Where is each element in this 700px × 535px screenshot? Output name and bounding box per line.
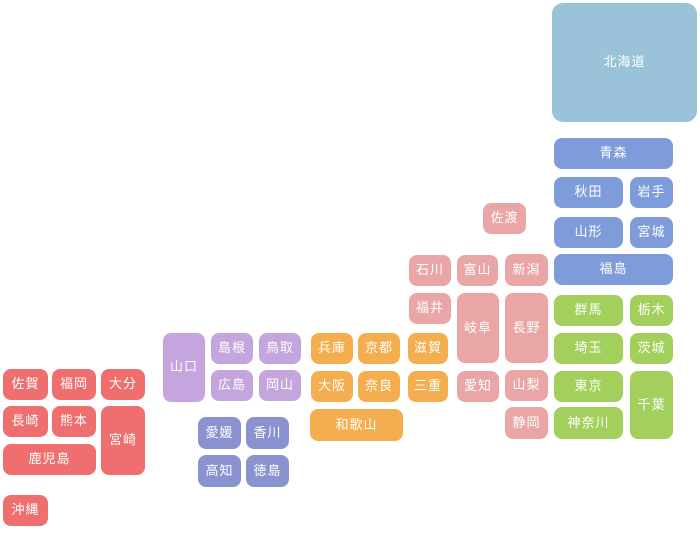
prefecture-label: 群馬 — [574, 303, 603, 318]
prefecture-tile-yamagata[interactable]: 山形 — [554, 217, 623, 248]
prefecture-label: 宮城 — [637, 225, 666, 240]
prefecture-label: 北海道 — [603, 55, 646, 70]
prefecture-tile-tottori[interactable]: 鳥取 — [259, 333, 301, 364]
prefecture-tile-tokushima[interactable]: 徳島 — [246, 455, 289, 487]
prefecture-tile-hiroshima[interactable]: 広島 — [211, 370, 253, 401]
prefecture-tile-kagawa[interactable]: 香川 — [246, 417, 289, 449]
prefecture-tile-okinawa[interactable]: 沖縄 — [3, 495, 48, 526]
prefecture-label: 佐賀 — [11, 377, 40, 392]
prefecture-tile-tochigi[interactable]: 栃木 — [630, 295, 673, 326]
prefecture-label: 宮崎 — [108, 433, 137, 448]
prefecture-tile-saga[interactable]: 佐賀 — [3, 369, 48, 400]
prefecture-tile-toyama[interactable]: 富山 — [457, 255, 498, 286]
prefecture-tile-kumamoto[interactable]: 熊本 — [52, 406, 96, 437]
prefecture-tile-kanagawa[interactable]: 神奈川 — [554, 407, 623, 439]
prefecture-tile-akita[interactable]: 秋田 — [554, 177, 623, 208]
prefecture-label: 佐渡 — [490, 211, 519, 226]
prefecture-label: 山形 — [574, 225, 603, 240]
prefecture-tile-wakayama[interactable]: 和歌山 — [310, 409, 403, 441]
prefecture-label: 石川 — [415, 263, 444, 278]
prefecture-tile-yamanashi[interactable]: 山梨 — [505, 370, 548, 401]
prefecture-tile-hokkaido[interactable]: 北海道 — [552, 3, 697, 122]
prefecture-label: 愛知 — [463, 379, 492, 394]
prefecture-label: 三重 — [413, 379, 442, 394]
prefecture-label: 鳥取 — [265, 341, 294, 356]
prefecture-label: 大阪 — [317, 379, 346, 394]
prefecture-label: 福島 — [599, 262, 628, 277]
prefecture-tile-kagoshima[interactable]: 鹿児島 — [3, 444, 96, 475]
prefecture-tile-kyoto[interactable]: 京都 — [358, 333, 400, 364]
prefecture-label: 富山 — [463, 263, 492, 278]
prefecture-tile-ehime[interactable]: 愛媛 — [198, 417, 241, 449]
prefecture-label: 静岡 — [512, 415, 541, 431]
prefecture-tile-hyogo[interactable]: 兵庫 — [311, 333, 353, 364]
prefecture-label: 山口 — [169, 360, 198, 375]
prefecture-label: 秋田 — [574, 185, 603, 200]
prefecture-label: 茨城 — [637, 341, 666, 356]
prefecture-tile-gunma[interactable]: 群馬 — [554, 295, 623, 326]
prefecture-tile-oita[interactable]: 大分 — [101, 369, 145, 400]
prefecture-tile-tokyo[interactable]: 東京 — [554, 371, 623, 402]
prefecture-label: 奈良 — [364, 379, 393, 394]
prefecture-tile-iwate[interactable]: 岩手 — [630, 177, 673, 208]
prefecture-label: 東京 — [574, 379, 603, 394]
prefecture-label: 和歌山 — [335, 417, 378, 433]
prefecture-tile-osaka[interactable]: 大阪 — [311, 371, 353, 402]
prefecture-tile-shizuoka[interactable]: 静岡 — [505, 407, 548, 439]
prefecture-label: 大分 — [108, 377, 137, 392]
prefecture-label: 山梨 — [512, 378, 541, 393]
prefecture-label: 広島 — [217, 378, 246, 393]
prefecture-tile-chiba[interactable]: 千葉 — [630, 371, 673, 439]
prefecture-label: 岩手 — [637, 185, 666, 200]
prefecture-tile-fukuoka[interactable]: 福岡 — [52, 369, 96, 400]
prefecture-label: 長野 — [512, 320, 541, 336]
prefecture-tile-miyazaki[interactable]: 宮崎 — [101, 406, 145, 475]
prefecture-label: 青森 — [599, 146, 628, 161]
prefecture-label: 兵庫 — [317, 341, 346, 356]
prefecture-tile-mie[interactable]: 三重 — [408, 371, 448, 402]
prefecture-tile-kochi[interactable]: 高知 — [198, 455, 241, 487]
prefecture-tile-fukui[interactable]: 福井 — [409, 293, 451, 324]
prefecture-label: 京都 — [364, 341, 393, 356]
prefecture-label: 千葉 — [637, 397, 666, 413]
prefecture-tile-sado[interactable]: 佐渡 — [483, 203, 526, 234]
prefecture-label: 鹿児島 — [28, 452, 71, 467]
prefecture-label: 熊本 — [59, 414, 88, 429]
prefecture-tile-aomori[interactable]: 青森 — [554, 138, 673, 169]
prefecture-label: 岐阜 — [463, 320, 492, 336]
prefecture-label: 新潟 — [512, 262, 541, 278]
prefecture-tile-okayama[interactable]: 岡山 — [259, 370, 301, 401]
prefecture-tile-niigata[interactable]: 新潟 — [505, 254, 548, 286]
prefecture-tile-fukushima[interactable]: 福島 — [554, 254, 673, 285]
prefecture-tile-saitama[interactable]: 埼玉 — [554, 333, 623, 364]
prefecture-label: 神奈川 — [567, 415, 610, 431]
prefecture-label: 福井 — [415, 301, 444, 316]
prefecture-label: 島根 — [217, 341, 246, 356]
prefecture-tile-gifu[interactable]: 岐阜 — [457, 293, 499, 363]
prefecture-tile-nagano[interactable]: 長野 — [505, 293, 548, 363]
prefecture-label: 福岡 — [59, 377, 88, 392]
prefecture-label: 栃木 — [637, 303, 666, 318]
prefecture-label: 愛媛 — [205, 425, 234, 441]
prefecture-label: 香川 — [253, 425, 282, 441]
prefecture-label: 沖縄 — [11, 503, 40, 518]
prefecture-tile-nagasaki[interactable]: 長崎 — [3, 406, 48, 437]
prefecture-tile-yamaguchi[interactable]: 山口 — [163, 333, 205, 402]
prefecture-tile-ibaraki[interactable]: 茨城 — [630, 333, 673, 364]
prefecture-label: 徳島 — [253, 463, 282, 479]
prefecture-label: 滋賀 — [413, 341, 442, 356]
prefecture-tile-nara[interactable]: 奈良 — [358, 371, 400, 402]
prefecture-label: 埼玉 — [574, 341, 603, 356]
prefecture-label: 高知 — [205, 463, 234, 479]
prefecture-tile-shimane[interactable]: 島根 — [211, 333, 253, 364]
prefecture-tile-ishikawa[interactable]: 石川 — [409, 255, 451, 286]
prefecture-tile-aichi[interactable]: 愛知 — [457, 371, 499, 402]
prefecture-label: 長崎 — [11, 414, 40, 429]
prefecture-tile-miyagi[interactable]: 宮城 — [630, 217, 673, 248]
prefecture-label: 岡山 — [265, 378, 294, 393]
prefecture-tile-shiga[interactable]: 滋賀 — [408, 333, 448, 364]
